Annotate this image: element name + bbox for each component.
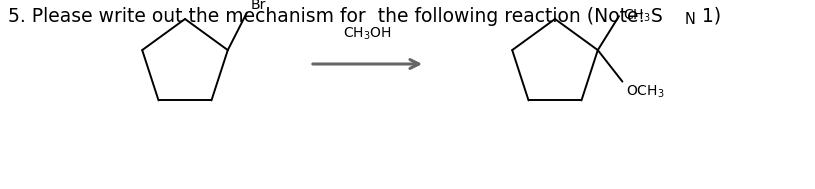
Text: CH$_3$OH: CH$_3$OH [343, 26, 392, 42]
Text: OCH$_3$: OCH$_3$ [627, 84, 665, 100]
Text: 5. Please write out the mechanism for  the following reaction (Note: S: 5. Please write out the mechanism for th… [8, 7, 663, 26]
Text: N: N [685, 12, 695, 28]
Text: 1): 1) [702, 7, 721, 26]
Text: Br: Br [251, 0, 267, 12]
Text: CH$_3$: CH$_3$ [623, 8, 650, 24]
